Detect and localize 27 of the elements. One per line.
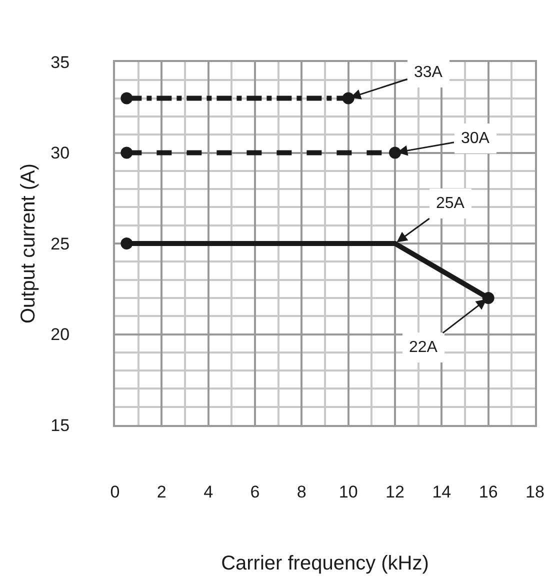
x-tick-label: 8 <box>296 482 306 502</box>
x-tick-label: 14 <box>432 482 452 502</box>
y-tick-label: 20 <box>50 325 70 344</box>
x-axis-title: Carrier frequency (kHz) <box>221 552 429 574</box>
annotation: 25A <box>436 195 465 212</box>
y-tick-label: 15 <box>50 416 70 435</box>
x-tick-label: 6 <box>250 482 260 502</box>
x-tick-label: 10 <box>338 482 358 502</box>
point <box>482 292 494 304</box>
y-tick-label: 35 <box>50 52 70 72</box>
annotation: 30A <box>461 130 490 147</box>
point <box>120 146 133 159</box>
x-tick-label: 4 <box>204 482 214 502</box>
point <box>120 238 133 250</box>
x-tick-label: 18 <box>526 482 544 502</box>
x-tick-label: 2 <box>156 482 166 502</box>
x-tick-label: 16 <box>478 482 498 502</box>
y-tick-label: 25 <box>50 234 70 254</box>
annotation: 22A <box>409 339 438 356</box>
point <box>120 92 133 104</box>
y-axis-title: Output current (A) <box>18 163 40 324</box>
point <box>342 92 354 104</box>
annotation: 33A <box>414 64 443 81</box>
x-tick-label: 0 <box>110 482 120 502</box>
x-tick-label: 12 <box>386 482 404 502</box>
point <box>389 146 401 159</box>
y-tick-label: 30 <box>50 144 70 163</box>
